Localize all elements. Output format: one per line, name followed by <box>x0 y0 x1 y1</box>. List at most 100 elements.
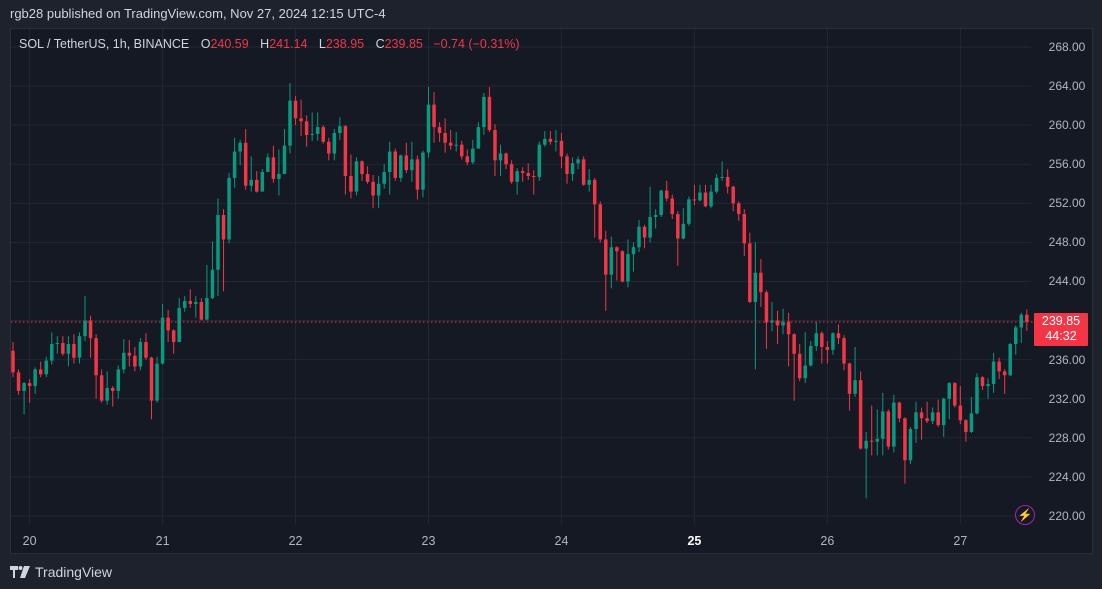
candle-body <box>709 191 713 207</box>
candle-down <box>1025 309 1029 331</box>
candle-down <box>604 230 608 311</box>
candle-down <box>786 312 791 367</box>
candle-body <box>748 243 752 302</box>
candle-down <box>493 124 497 176</box>
candle-body <box>27 383 32 387</box>
candle-down <box>919 407 924 440</box>
candle-body <box>875 438 879 442</box>
price-tick-label: 264.00 <box>1048 79 1086 94</box>
candle-body <box>498 153 503 161</box>
candle-body <box>881 411 885 439</box>
candle-body <box>565 156 569 175</box>
candle-body <box>365 174 370 182</box>
candle-up <box>543 131 547 147</box>
candle-down <box>327 137 331 161</box>
candle-up <box>720 161 724 181</box>
candle-body <box>908 429 913 461</box>
candle-down <box>565 153 569 184</box>
candle-up <box>310 112 314 141</box>
candle-body <box>941 398 946 426</box>
time-tick-label: 23 <box>421 534 436 548</box>
candle-body <box>321 127 325 142</box>
symbol-legend: SOL / TetherUS, 1h, BINANCE O240.59 H241… <box>19 37 520 51</box>
candle-body <box>188 301 193 304</box>
candle-body <box>182 301 187 308</box>
candle-body <box>332 132 337 154</box>
candle-body <box>299 118 303 122</box>
candle-body <box>825 346 830 350</box>
candle-up <box>814 321 819 351</box>
candle-body <box>620 251 625 282</box>
candle-up <box>975 373 979 415</box>
candle-body <box>155 363 159 401</box>
candle-body <box>548 138 553 142</box>
candle-body <box>293 100 298 119</box>
footer-brand[interactable]: TradingView <box>10 564 112 580</box>
candle-down <box>149 356 154 420</box>
chart-pane[interactable]: SOL / TetherUS, 1h, BINANCE O240.59 H241… <box>10 28 1093 554</box>
candle-down <box>16 369 21 395</box>
candle-down <box>792 333 796 401</box>
candlestick-chart[interactable] <box>11 29 1092 553</box>
candle-down <box>836 324 841 345</box>
candle-down <box>243 129 248 190</box>
candle-body <box>66 344 71 354</box>
candle-down <box>615 246 619 281</box>
candle-body <box>61 343 65 354</box>
candle-up <box>83 296 87 342</box>
candle-up <box>205 264 209 321</box>
candle-body <box>33 369 37 387</box>
candle-up <box>471 139 475 165</box>
high-value: 241.14 <box>269 37 308 51</box>
candle-up <box>864 431 868 499</box>
candle-body <box>886 411 891 447</box>
candle-down <box>61 336 65 356</box>
candle-body <box>753 272 758 302</box>
candle-down <box>642 224 647 249</box>
candle-body <box>947 383 952 399</box>
candle-up <box>941 397 946 437</box>
time-tick-label: 22 <box>288 534 303 548</box>
candle-body <box>626 254 630 282</box>
candle-body <box>177 307 181 343</box>
candle-down <box>997 357 1001 380</box>
candle-body <box>443 132 447 143</box>
price-tick-label: 248.00 <box>1048 235 1086 250</box>
candle-down <box>11 342 15 378</box>
candle-body <box>759 272 763 293</box>
candle-body <box>936 412 940 426</box>
candle-down <box>958 386 963 425</box>
lightning-icon[interactable]: ⚡ <box>1015 505 1035 525</box>
candle-body <box>404 155 409 171</box>
candle-body <box>77 336 82 358</box>
candle-body <box>149 357 154 401</box>
candle-body <box>1013 327 1018 345</box>
candle-down <box>171 329 176 354</box>
candle-up <box>155 356 159 403</box>
candle-body <box>592 179 597 205</box>
candle-body <box>282 145 287 175</box>
candle-down <box>820 331 824 364</box>
candle-body <box>1008 344 1012 376</box>
candle-body <box>986 384 990 387</box>
candle-up <box>105 371 109 405</box>
candle-body <box>116 369 121 391</box>
candle-down <box>72 334 76 364</box>
candle-down <box>520 167 525 182</box>
candle-body <box>714 177 719 192</box>
price-tick-label: 256.00 <box>1048 157 1086 172</box>
candle-up <box>288 83 292 154</box>
candle-up <box>482 92 486 135</box>
low-label: L <box>318 37 326 51</box>
candle-down <box>293 95 298 126</box>
candle-up <box>609 236 614 289</box>
candle-body <box>227 177 231 240</box>
candle-up <box>238 139 242 166</box>
candle-up <box>709 184 713 209</box>
symbol-label[interactable]: SOL / TetherUS, 1h, BINANCE <box>19 37 190 51</box>
candle-up <box>138 338 143 371</box>
candle-up <box>55 336 60 354</box>
candle-body <box>587 179 591 185</box>
open-label: O <box>200 37 211 51</box>
candle-body <box>792 334 796 354</box>
